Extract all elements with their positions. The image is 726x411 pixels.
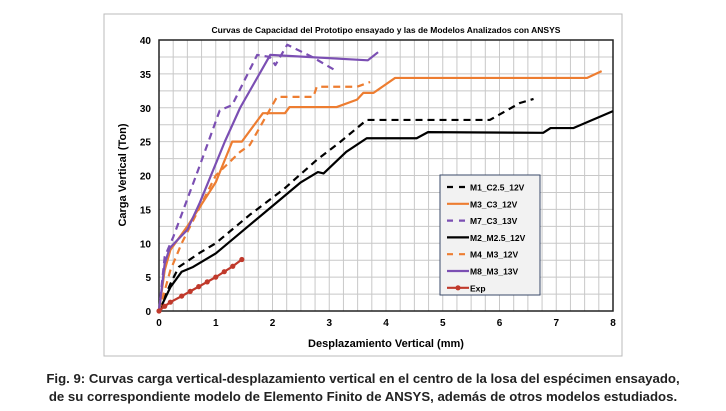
legend-label: M1_C2.5_12V	[470, 183, 525, 193]
legend-label: M7_C3_13V	[470, 216, 518, 226]
y-tick-label: 40	[140, 36, 152, 47]
x-tick-label: 6	[497, 318, 503, 329]
data-point-exp	[213, 274, 219, 280]
x-axis-label: Desplazamiento Vertical (mm)	[308, 338, 464, 350]
data-point-exp	[162, 303, 168, 309]
series-line-m2-m2-5-12v	[158, 110, 614, 312]
y-tick-label: 30	[140, 104, 152, 115]
x-tick-label: 5	[440, 318, 446, 329]
legend-label: M4_M3_12V	[470, 250, 519, 260]
data-point-exp	[230, 263, 236, 269]
y-tick-label: 5	[145, 273, 151, 284]
x-tick-label: 3	[326, 318, 332, 329]
chart-frame	[103, 13, 623, 357]
series-line-m1-c2-5-12v	[157, 97, 534, 312]
legend-label: Exp	[470, 283, 486, 293]
data-point-exp	[204, 279, 210, 285]
legend-label: M3_C3_12V	[470, 199, 518, 209]
chart-title: Curvas de Capacidad del Prototipo ensaya…	[212, 25, 561, 35]
legend-marker	[455, 285, 461, 291]
x-tick-label: 8	[610, 318, 616, 329]
y-tick-label: 35	[140, 70, 152, 81]
x-tick-label: 7	[553, 318, 559, 329]
data-point-exp	[179, 293, 185, 299]
plot-area-border	[158, 39, 614, 312]
data-point-exp	[187, 288, 193, 294]
data-point-exp	[167, 299, 173, 305]
y-axis-label: Carga Vertical (Ton)	[117, 123, 129, 226]
y-tick-label: 0	[145, 307, 151, 318]
capacity-chart: 0 1 2 3 4 5 6 7 8 0 5 10 15 20 25 30 35 40 Curvas de Capa…	[103, 13, 623, 357]
legend-box	[439, 174, 541, 296]
y-tick-label: 15	[140, 205, 152, 216]
data-point-exp	[156, 308, 162, 314]
figure-caption-line-1: Fig. 9: Curvas carga vertical-desplazami…	[46, 371, 680, 386]
x-tick-label: 0	[156, 318, 162, 329]
data-point-exp	[239, 256, 245, 263]
y-tick-label: 25	[140, 138, 152, 149]
x-tick-label: 4	[383, 318, 389, 329]
y-tick-label: 20	[140, 172, 152, 183]
figure-caption-line-2: de su correspondiente modelo de Elemento…	[48, 389, 678, 404]
legend: M1_C2.5_12V M3_C3_12V M7_C3_13V M2_M2.5_12V…	[439, 174, 541, 296]
series-layer	[156, 43, 614, 314]
tick-labels: 0 1 2 3 4 5 6 7 8 0 5 10 15 20 25 30 35 40	[140, 36, 616, 329]
data-point-exp	[196, 284, 202, 290]
x-tick-label: 2	[270, 318, 276, 329]
y-tick-label: 10	[140, 239, 152, 250]
data-point-exp	[221, 269, 227, 275]
x-tick-label: 1	[213, 318, 219, 329]
series-line-m8-m3-13v	[157, 51, 379, 312]
legend-label: M2_M2.5_12V	[470, 233, 526, 243]
series-line-m7-c3-13v	[157, 43, 339, 312]
legend-label: M8_M3_13V	[470, 267, 519, 277]
series-line-m4-m3-12v	[157, 80, 371, 312]
